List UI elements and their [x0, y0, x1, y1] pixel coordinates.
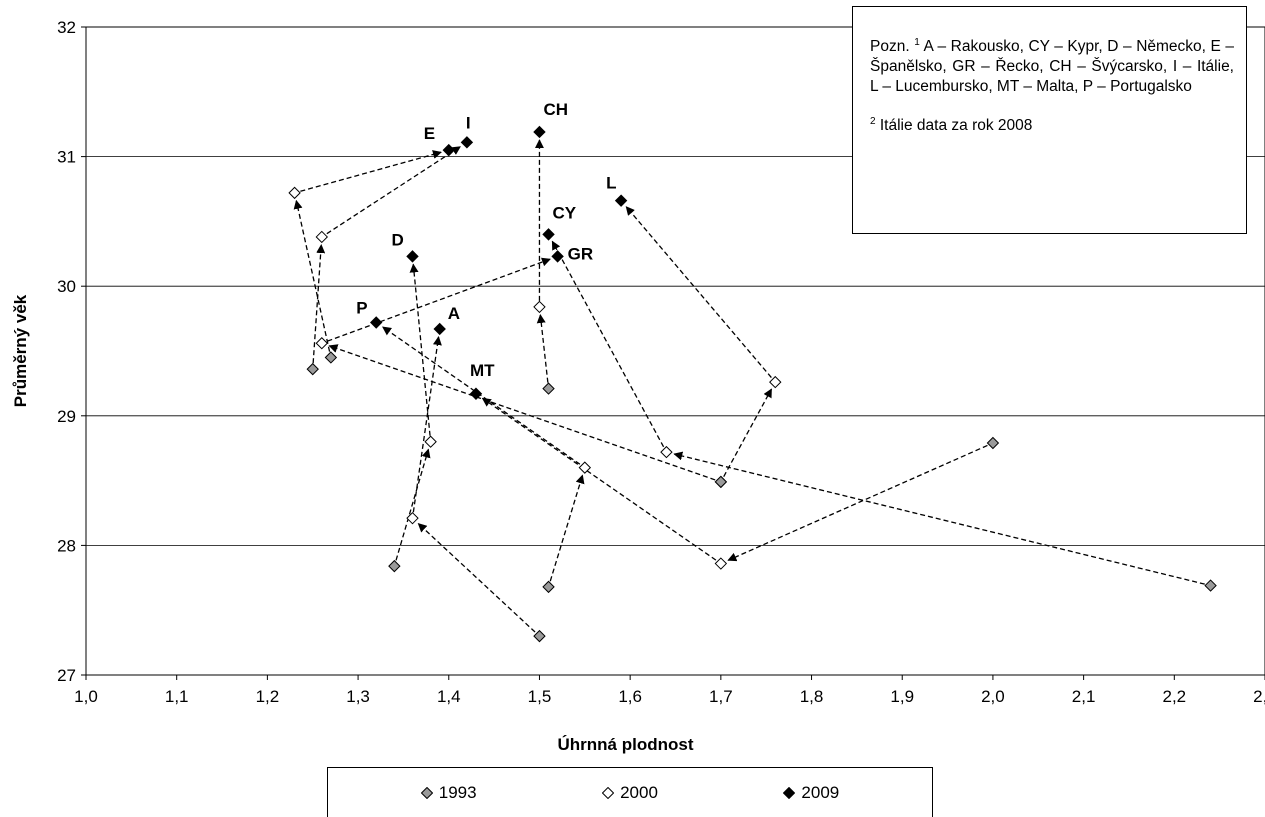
data-point-2000 — [315, 230, 329, 244]
trajectory-arrow — [395, 448, 431, 561]
x-tick-label: 1,9 — [890, 687, 914, 706]
data-point-2000 — [424, 435, 437, 448]
note-country-codes: A – Rakousko, CY – Kypr, D – Německo, E … — [870, 38, 1235, 95]
data-point-2000 — [315, 337, 329, 350]
data-point-2000 — [288, 186, 301, 200]
note-line-2: 2 Itálie data za rok 2008 — [870, 116, 1234, 136]
y-tick-label: 30 — [57, 277, 76, 296]
country-label: P — [356, 298, 367, 317]
trajectory-arrow — [328, 344, 716, 481]
data-point-1993 — [306, 362, 319, 376]
legend-marker-1993 — [420, 786, 433, 799]
x-tick-label: 2,0 — [981, 687, 1005, 706]
trajectory-arrow — [312, 244, 326, 364]
x-tick-label: 2,3 — [1253, 687, 1265, 706]
country-label: A — [448, 304, 460, 323]
trajectory-arrow — [417, 523, 536, 633]
trajectory-arrow — [412, 335, 442, 513]
data-point-1993 — [324, 351, 338, 364]
y-tick-label: 31 — [57, 148, 76, 167]
plot-area — [85, 26, 1265, 676]
data-point-2000 — [660, 445, 673, 459]
country-label: CY — [553, 203, 577, 222]
country-label: MT — [470, 361, 495, 380]
data-point-1993 — [986, 436, 1000, 450]
legend-item-1993: 1993 — [420, 782, 477, 803]
trajectory-arrow — [625, 206, 772, 378]
data-point-2009 — [551, 250, 564, 263]
x-tick-label: 1,0 — [74, 687, 98, 706]
data-point-2009 — [533, 125, 546, 139]
data-point-2009 — [542, 228, 555, 241]
note-line-1: Pozn. 1 A – Rakousko, CY – Kypr, D – Něm… — [870, 37, 1234, 97]
legend: 1993 2000 2009 — [327, 767, 933, 817]
data-point-2009 — [614, 194, 628, 207]
x-tick-label: 1,8 — [800, 687, 824, 706]
data-point-2009 — [469, 387, 483, 400]
data-point-1993 — [388, 559, 401, 573]
legend-label-1993: 1993 — [438, 782, 477, 802]
trajectory-arrow — [549, 474, 585, 582]
trajectory-arrow — [293, 199, 331, 352]
data-point-2009 — [406, 250, 419, 263]
country-label: CH — [543, 100, 568, 119]
y-tick-label: 29 — [57, 407, 76, 426]
legend-item-2000: 2000 — [602, 783, 658, 803]
data-point-2009 — [370, 316, 383, 329]
trajectory-arrow — [326, 146, 461, 235]
trajectory-arrow — [481, 397, 717, 561]
note-sup-1: 1 — [914, 37, 920, 48]
data-point-2009 — [442, 143, 455, 157]
note-prefix: Pozn. — [870, 38, 910, 55]
trajectory-arrow — [300, 150, 442, 192]
data-point-2009 — [433, 322, 446, 336]
country-label: D — [391, 230, 403, 249]
x-axis-title: Úhrnná plodnost — [558, 735, 694, 754]
data-point-2000 — [406, 511, 419, 525]
note-sup-2: 2 — [870, 116, 876, 127]
data-point-2009 — [460, 136, 474, 149]
trajectory-arrow — [727, 444, 988, 562]
country-label: I — [466, 113, 471, 132]
x-tick-label: 1,4 — [437, 687, 461, 706]
trajectory-arrow — [409, 263, 431, 436]
x-tick-label: 2,1 — [1072, 687, 1096, 706]
country-label: GR — [568, 244, 594, 263]
data-point-2000 — [578, 461, 592, 474]
x-tick-label: 1,3 — [346, 687, 370, 706]
trajectory-arrow — [382, 326, 581, 465]
legend-item-2009: 2009 — [783, 783, 839, 803]
country-label: L — [606, 174, 616, 193]
data-point-1993 — [542, 382, 555, 395]
data-point-2000 — [533, 300, 546, 314]
y-tick-label: 28 — [57, 536, 76, 555]
trajectory-arrow — [551, 240, 665, 448]
legend-label-2009: 2009 — [801, 782, 840, 802]
x-tick-label: 1,6 — [618, 687, 642, 706]
data-point-1993 — [533, 629, 546, 643]
data-point-2000 — [769, 375, 782, 389]
x-tick-label: 1,1 — [165, 687, 189, 706]
country-label: E — [424, 124, 435, 143]
data-point-1993 — [714, 475, 728, 489]
note-box: Pozn. 1 A – Rakousko, CY – Kypr, D – Něm… — [852, 6, 1247, 234]
note-italy: Itálie data za rok 2008 — [879, 117, 1033, 134]
x-tick-label: 1,5 — [528, 687, 552, 706]
legend-label-2000: 2000 — [620, 782, 658, 802]
y-tick-label: 32 — [57, 18, 76, 37]
trajectory-arrow — [723, 388, 773, 477]
data-point-1993 — [542, 580, 555, 594]
x-tick-label: 1,7 — [709, 687, 733, 706]
x-tick-label: 1,2 — [256, 687, 280, 706]
data-point-2000 — [714, 557, 728, 570]
x-tick-label: 2,2 — [1162, 687, 1186, 706]
legend-marker-2000 — [602, 786, 615, 799]
legend-marker-2009 — [783, 786, 796, 799]
y-axis-title: Průměrný věk — [11, 294, 30, 407]
trajectory-arrow — [536, 313, 549, 383]
y-tick-label: 27 — [57, 666, 76, 685]
data-point-1993 — [1204, 579, 1217, 592]
trajectory-arrow — [673, 451, 1205, 585]
